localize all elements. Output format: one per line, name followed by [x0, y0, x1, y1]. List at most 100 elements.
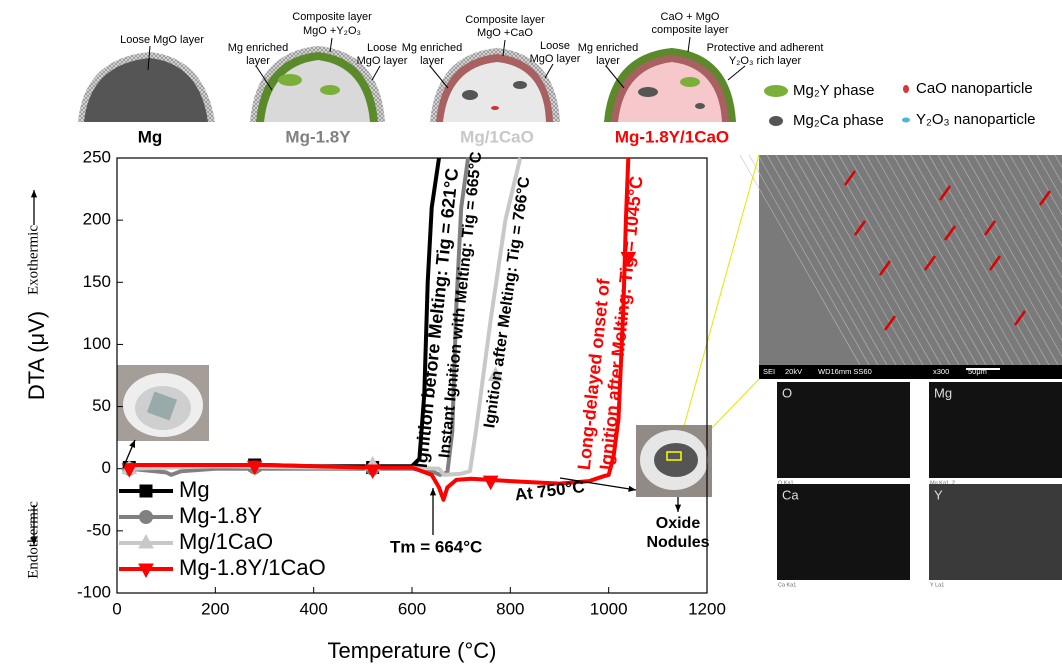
- eds-caption: O Ka1: [778, 480, 794, 486]
- y-axis-label: DTA (μV): [24, 311, 49, 400]
- pointer: [371, 65, 381, 81]
- streak: [973, 154, 1062, 310]
- streak: [1027, 154, 1062, 216]
- legend-marker: [139, 510, 153, 524]
- schematic-label: Composite layer: [292, 11, 372, 23]
- x-axis-label: Temperature (°C): [328, 638, 497, 663]
- sample-label: Mg-1.8Y/1CaO: [615, 127, 729, 146]
- eds-caption: Ca Ka1: [778, 582, 796, 588]
- sample-photo: [117, 365, 712, 497]
- annotation: Tm = 664°C: [390, 537, 482, 556]
- pointer: [147, 45, 151, 71]
- schematic-label: MgO layer: [530, 53, 581, 65]
- schematic-label: MgO +Y₂O₃: [303, 25, 361, 37]
- eds-map: [929, 484, 1062, 580]
- annotation: Exothermic: [25, 225, 41, 295]
- legend-marker: [138, 533, 154, 549]
- marker: [121, 463, 138, 478]
- pointer: [605, 65, 625, 89]
- streak: [820, 154, 942, 366]
- streak: [1018, 154, 1062, 232]
- sample-label: Mg-1.8Y: [285, 127, 351, 146]
- streak: [955, 154, 1062, 342]
- series-line: [129, 157, 631, 502]
- streak: [910, 154, 1032, 366]
- streak: [739, 154, 861, 366]
- marker: [246, 460, 263, 476]
- sem-arrow: [1038, 190, 1052, 206]
- legend-label: Mg: [179, 477, 210, 502]
- y-tick-label: -50: [86, 520, 111, 539]
- sem-arrow: [883, 315, 897, 331]
- schematic-label: Y₂O₃ rich layer: [729, 55, 802, 67]
- x-tick-label: 600: [398, 599, 426, 618]
- pointer: [502, 39, 506, 57]
- eds-element: Ca: [782, 487, 799, 502]
- streak: [748, 154, 870, 366]
- marker: [364, 464, 381, 480]
- eds-maps: O O Ka1 Mg Mg Ka1_2 Ca Ca Ka1 Y Y La1: [777, 382, 1062, 588]
- arrow-head: [429, 488, 437, 496]
- streak: [775, 154, 897, 366]
- pointer: [544, 63, 554, 79]
- streak: [919, 154, 1041, 366]
- schematic-label: Composite layer: [465, 14, 545, 26]
- streak: [811, 154, 933, 366]
- pointer: [687, 36, 691, 53]
- eds-map: [929, 382, 1062, 478]
- y-tick-label: -100: [77, 582, 111, 601]
- sem-caption: 20kV: [785, 367, 802, 376]
- streak: [829, 154, 951, 366]
- schematic-label: Mg enriched: [228, 42, 289, 54]
- eds-map: [777, 484, 910, 580]
- sample-label: Mg: [138, 127, 163, 146]
- sem-arrow: [853, 220, 867, 236]
- sample-label: Mg/1CaO: [460, 127, 534, 146]
- eds-map: [777, 382, 910, 478]
- marker: [620, 251, 637, 267]
- schematic-label: Loose: [367, 42, 397, 54]
- legend-marker: [138, 563, 154, 579]
- schematic-label: layer: [246, 55, 270, 67]
- arrow-head: [30, 190, 38, 198]
- streak: [883, 154, 1005, 366]
- y-tick-label: 250: [83, 147, 111, 166]
- streak: [1036, 154, 1062, 200]
- x-tick-label: 1000: [590, 599, 628, 618]
- marker: [487, 366, 504, 381]
- annotation: Oxide: [656, 515, 701, 532]
- x-tick-label: 1200: [688, 599, 726, 618]
- arrow: [559, 477, 637, 491]
- schematic-label: layer: [420, 55, 444, 67]
- streak: [991, 154, 1062, 279]
- streak: [838, 154, 960, 366]
- sem-arrow: [983, 220, 997, 236]
- pointer: [255, 65, 273, 91]
- arrow-head: [129, 440, 135, 448]
- annotation: Nodules: [646, 534, 709, 551]
- streak: [865, 154, 987, 366]
- schematic-label: MgO +CaO: [477, 27, 533, 39]
- sem-arrow: [1013, 310, 1027, 326]
- schematic-label: Protective and adherent: [707, 42, 824, 54]
- sem-arrow: [923, 255, 937, 271]
- sem-arrow: [843, 170, 857, 186]
- streak: [802, 154, 924, 366]
- streak: [856, 154, 978, 366]
- sem-arrow: [938, 185, 952, 201]
- streak: [874, 154, 996, 366]
- y-tick-label: 100: [83, 334, 111, 353]
- schematic-legend: Mg₂Y phase: [793, 82, 874, 99]
- x-tick-label: 800: [496, 599, 524, 618]
- sem-caption: WD16mm SS60: [818, 367, 872, 376]
- schematic: [78, 46, 910, 126]
- x-tick-label: 0: [112, 599, 121, 618]
- y-tick-label: 200: [83, 210, 111, 229]
- schematic-label: Mg enriched: [578, 42, 639, 54]
- y-tick-label: 50: [92, 396, 111, 415]
- streak: [946, 154, 1062, 358]
- eds-element: O: [782, 385, 792, 400]
- eds-element: Y: [934, 487, 943, 502]
- schematic-legend: Y₂O₃ nanoparticle: [916, 111, 1036, 128]
- arrow-head: [30, 537, 38, 545]
